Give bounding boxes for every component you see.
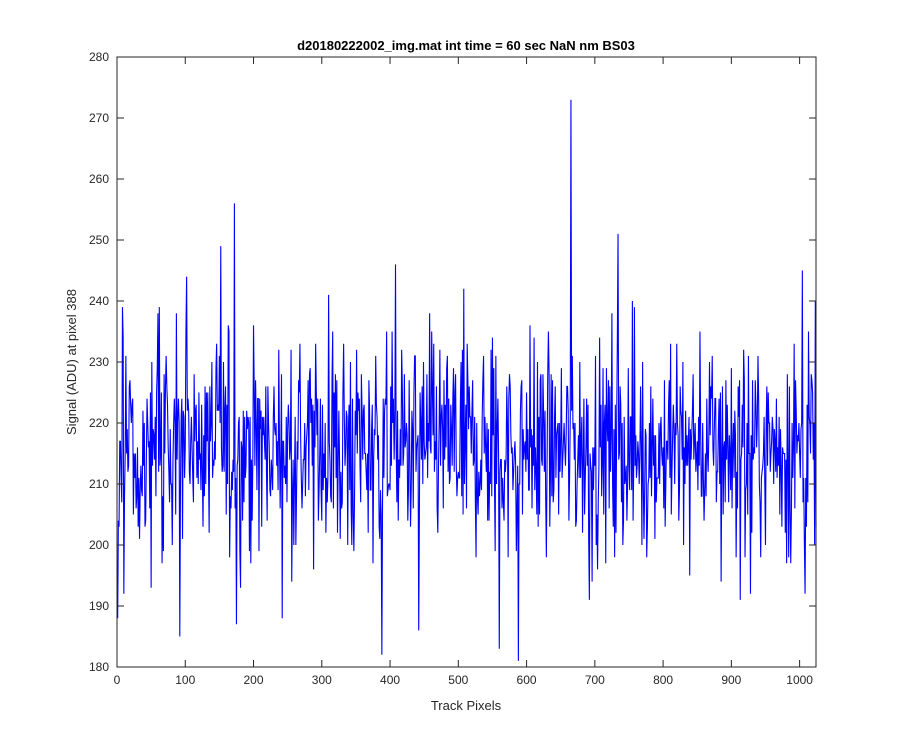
signal-series-line (117, 99, 817, 661)
x-tick-label: 200 (244, 673, 264, 687)
y-tick-label: 270 (89, 111, 109, 125)
y-tick-label: 180 (89, 660, 109, 674)
axes-background (117, 57, 816, 667)
y-tick-label: 280 (89, 50, 109, 64)
x-axis-ticks: 0 100 200 300 400 500 600 700 800 900 1000 (114, 57, 813, 687)
chart-title: d20180222002_img.mat int time = 60 sec N… (297, 38, 635, 53)
x-tick-label: 100 (175, 673, 195, 687)
x-tick-label: 800 (653, 673, 673, 687)
y-axis-label: Signal (ADU) at pixel 388 (64, 289, 79, 435)
y-tick-label: 260 (89, 172, 109, 186)
y-tick-label: 240 (89, 294, 109, 308)
x-tick-label: 300 (312, 673, 332, 687)
x-tick-label: 700 (585, 673, 605, 687)
y-tick-label: 230 (89, 355, 109, 369)
y-tick-label: 220 (89, 416, 109, 430)
y-tick-label: 190 (89, 599, 109, 613)
x-axis-label: Track Pixels (431, 698, 502, 713)
y-tick-label: 210 (89, 477, 109, 491)
y-axis-ticks: 180 190 200 210 220 230 240 250 260 270 280 (89, 50, 816, 674)
x-tick-label: 400 (380, 673, 400, 687)
x-tick-label: 0 (114, 673, 121, 687)
plot-area: 0 100 200 300 400 500 600 700 800 900 1000 180 190 2… (89, 50, 817, 687)
x-tick-label: 1000 (786, 673, 813, 687)
x-tick-label: 900 (721, 673, 741, 687)
x-tick-label: 500 (448, 673, 468, 687)
series-layer (117, 99, 817, 661)
y-tick-label: 200 (89, 538, 109, 552)
y-tick-label: 250 (89, 233, 109, 247)
x-tick-label: 600 (517, 673, 537, 687)
